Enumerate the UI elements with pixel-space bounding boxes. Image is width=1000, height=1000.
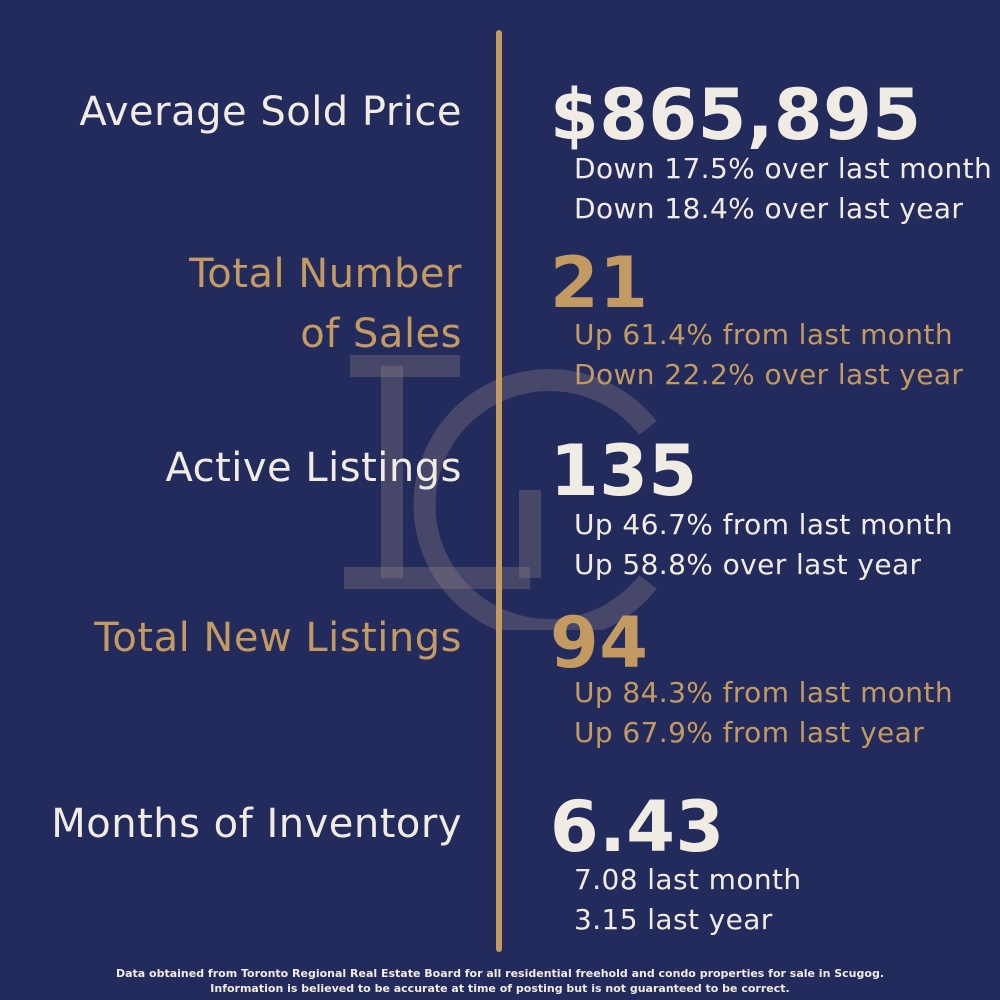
active-listings-month-change: Up 46.7% from last month <box>574 508 953 541</box>
average-sold-price-value: $865,895 <box>550 74 922 156</box>
center-divider <box>496 30 502 952</box>
months-inventory-label: Months of Inventory <box>51 801 462 847</box>
new-listings-year-change: Up 67.9% from last year <box>574 716 925 749</box>
lc-monogram-icon <box>344 355 657 630</box>
new-listings-label: Total New Listings <box>94 615 462 661</box>
average-sold-price-label: Average Sold Price <box>79 89 462 135</box>
months-inventory-year-value: 3.15 last year <box>574 903 773 936</box>
months-inventory-value: 6.43 <box>550 786 725 868</box>
active-listings-label: Active Listings <box>165 445 462 491</box>
new-listings-value: 94 <box>550 602 649 684</box>
total-sales-label-line1: Total Number <box>189 251 462 297</box>
average-sold-price-month-change: Down 17.5% over last month <box>574 152 993 185</box>
total-sales-label-line2: of Sales <box>300 311 462 357</box>
months-inventory-month-value: 7.08 last month <box>574 863 802 896</box>
new-listings-month-change: Up 84.3% from last month <box>574 676 953 709</box>
total-sales-month-change: Up 61.4% from last month <box>574 318 953 351</box>
footer-disclaimer: Information is believed to be accurate a… <box>210 982 790 995</box>
total-sales-year-change: Down 22.2% over last year <box>574 358 964 391</box>
footer-source-note: Data obtained from Toronto Regional Real… <box>115 967 884 980</box>
total-sales-value: 21 <box>550 242 649 324</box>
active-listings-value: 135 <box>550 430 698 512</box>
active-listings-year-change: Up 58.8% over last year <box>574 548 922 581</box>
average-sold-price-year-change: Down 18.4% over last year <box>574 192 964 225</box>
